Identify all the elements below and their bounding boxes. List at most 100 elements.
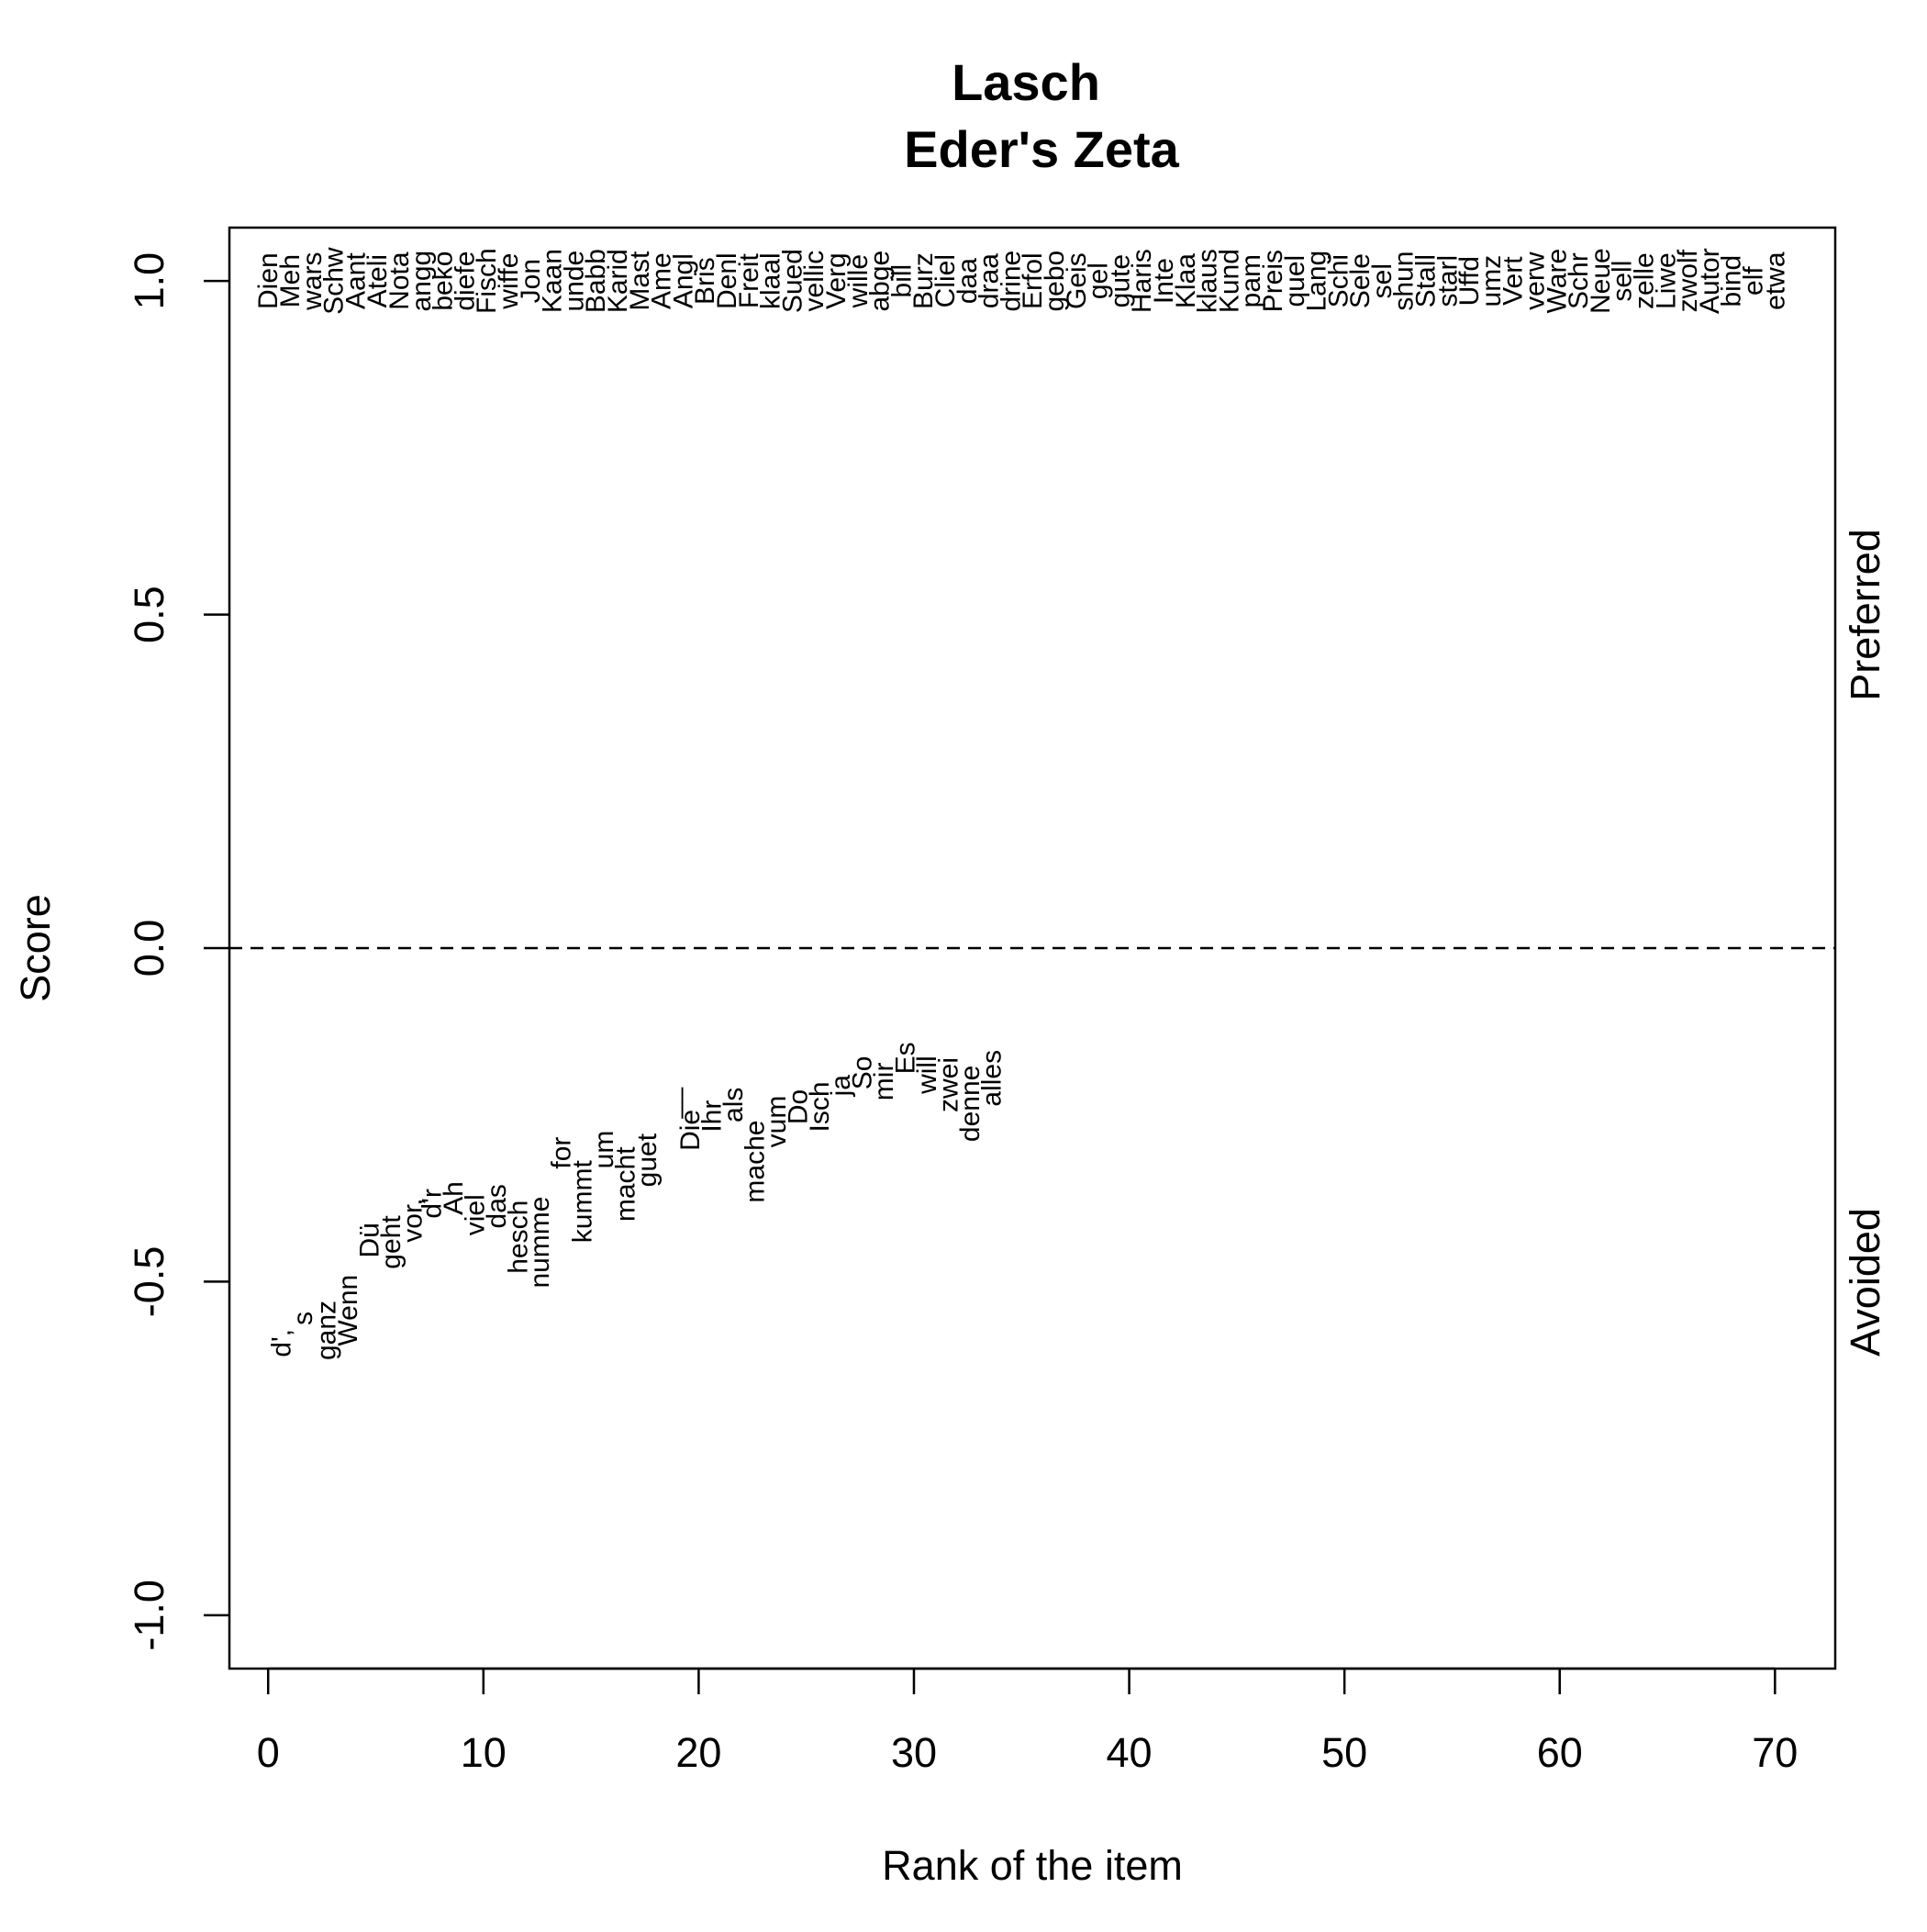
avoided-word: mir — [869, 1063, 899, 1101]
preferred-word: Inte — [1149, 258, 1179, 304]
preferred-word: klaal — [756, 252, 786, 309]
preferred-word: wiffe — [494, 253, 524, 310]
preferred-word: diefe — [450, 251, 480, 311]
preferred-word: Geis — [1062, 252, 1092, 309]
preferred-word: Karid — [603, 249, 633, 313]
preferred-word: shun — [1389, 251, 1420, 311]
preferred-word: Ateli — [362, 254, 393, 307]
y-axis: -1.0 -0.5 0.0 0.5 1.0 — [126, 252, 1835, 1651]
preferred-words: DienMehwarsSchwAantAteliNotaanggbekodief… — [253, 247, 1790, 315]
y-tick-label: 1.0 — [126, 252, 173, 310]
avoided-word: Es — [891, 1042, 921, 1074]
preferred-word: Angl — [668, 253, 698, 308]
avoided-word: d', — [266, 1329, 296, 1357]
y-tick-label: -0.5 — [126, 1246, 173, 1318]
preferred-word: Cliel — [930, 254, 961, 307]
y-tick-label: -1.0 — [126, 1580, 173, 1651]
preferred-word: Meh — [275, 254, 306, 307]
avoided-word: das — [482, 1184, 512, 1228]
preferred-word: Burz — [908, 252, 939, 309]
preferred-label: Preferred — [1842, 529, 1888, 701]
preferred-word: Fisch — [472, 248, 502, 314]
preferred-word: Freit — [734, 252, 764, 308]
preferred-word: zwolf — [1673, 249, 1703, 312]
avoided-word: ja — [826, 1075, 856, 1098]
preferred-word: sel — [1367, 263, 1398, 298]
preferred-word: klaus — [1193, 249, 1223, 313]
preferred-word: pam — [1236, 254, 1266, 307]
y-axis-label: Score — [12, 894, 59, 1002]
preferred-word: Verg — [821, 252, 852, 309]
avoided-word: um — [589, 1131, 619, 1169]
avoided-word: vum — [762, 1096, 792, 1148]
x-tick-label: 60 — [1537, 1729, 1583, 1776]
preferred-word: wille — [843, 254, 874, 308]
avoided-word: will — [912, 1055, 942, 1095]
preferred-word: sell — [1608, 261, 1638, 302]
preferred-word: bind — [1717, 255, 1747, 307]
avoided-word: So — [848, 1056, 878, 1090]
avoided-word: Die — [675, 1110, 706, 1151]
preferred-word: Neue — [1586, 248, 1616, 314]
avoided-word: mache — [740, 1121, 770, 1203]
preferred-word: quel — [1280, 255, 1310, 307]
avoided-word: ganz — [312, 1301, 342, 1360]
preferred-word: elf — [1739, 266, 1769, 296]
avoided-word: Dü — [354, 1223, 384, 1257]
preferred-word: Preis — [1258, 250, 1288, 312]
preferred-word: Ware — [1542, 249, 1572, 314]
preferred-word: Babb — [581, 249, 611, 313]
avoided-word: viel — [460, 1194, 490, 1235]
avoided-word: s — [288, 1312, 318, 1325]
preferred-word: gel — [1084, 262, 1114, 299]
preferred-word: verw — [1520, 251, 1551, 310]
preferred-word: draa — [975, 253, 1005, 308]
x-tick-label: 0 — [257, 1729, 280, 1776]
preferred-word: Ame — [647, 252, 677, 309]
avoided-word: Ihr — [696, 1100, 727, 1133]
preferred-word: Erfol — [1018, 252, 1048, 309]
preferred-word: beko — [429, 251, 459, 311]
avoided-word: zwei — [934, 1057, 964, 1112]
avoided-word: hesch — [503, 1201, 533, 1274]
x-tick-label: 70 — [1752, 1729, 1798, 1776]
preferred-word: Mast — [625, 251, 655, 311]
avoided-word: __ — [654, 1087, 685, 1120]
preferred-word: zelle — [1630, 252, 1660, 309]
preferred-word: umz — [1476, 255, 1507, 307]
avoided-word: als — [718, 1088, 749, 1122]
preferred-word: bill — [886, 264, 917, 298]
preferred-word: Nota — [384, 251, 415, 310]
avoided-word: kummt — [568, 1160, 598, 1244]
chart-subtitle: Eder's Zeta — [904, 120, 1180, 178]
x-tick-label: 50 — [1321, 1729, 1367, 1776]
preferred-word: Liwe — [1651, 252, 1681, 309]
preferred-word: Aant — [340, 252, 371, 309]
x-axis-label: Rank of the item — [882, 1842, 1183, 1889]
preferred-word: angg — [407, 251, 437, 312]
preferred-word: Stall — [1411, 254, 1442, 307]
preferred-word: Jon — [516, 259, 546, 303]
avoided-word: denne — [955, 1066, 986, 1142]
avoided-word: guet — [632, 1133, 663, 1187]
preferred-word: Denl — [712, 252, 742, 309]
preferred-word: Bris — [690, 257, 720, 305]
avoided-word: Isch — [805, 1081, 835, 1132]
avoided-label: Avoided — [1842, 1208, 1888, 1357]
chart-title: Lasch — [952, 53, 1100, 111]
preferred-word: Dien — [253, 252, 284, 309]
preferred-word: Haris — [1127, 249, 1157, 313]
preferred-word: Schr — [1564, 252, 1594, 309]
preferred-word: vellic — [799, 251, 830, 312]
preferred-word: Vert — [1498, 256, 1529, 306]
preferred-word: Autor — [1695, 248, 1725, 314]
avoided-word: for — [546, 1137, 576, 1169]
x-tick-label: 10 — [461, 1729, 507, 1776]
avoided-word: numme — [525, 1197, 555, 1289]
avoided-word: d'r — [418, 1189, 448, 1218]
x-tick-label: 20 — [675, 1729, 721, 1776]
x-tick-label: 30 — [891, 1729, 937, 1776]
